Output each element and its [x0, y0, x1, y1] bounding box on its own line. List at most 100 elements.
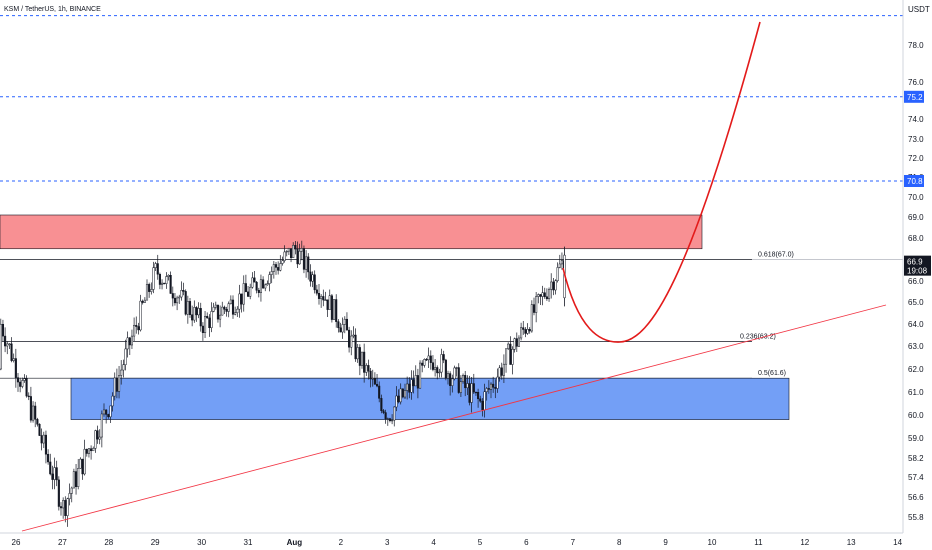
candle[interactable]	[365, 363, 368, 376]
candle[interactable]	[410, 370, 413, 400]
candle[interactable]	[406, 376, 409, 400]
candle[interactable]	[253, 271, 256, 283]
candle[interactable]	[85, 448, 88, 457]
candle[interactable]	[502, 354, 505, 384]
candle[interactable]	[109, 405, 112, 424]
candle[interactable]	[397, 389, 400, 404]
candle[interactable]	[541, 285, 544, 306]
candle[interactable]	[161, 279, 164, 290]
candle[interactable]	[188, 298, 192, 318]
candle[interactable]	[348, 326, 351, 353]
candle[interactable]	[369, 368, 372, 388]
candle[interactable]	[57, 476, 60, 511]
candle[interactable]	[154, 261, 157, 272]
candle[interactable]	[148, 282, 151, 298]
candle[interactable]	[315, 284, 318, 296]
candle[interactable]	[113, 372, 116, 401]
candle[interactable]	[98, 429, 101, 445]
candle[interactable]	[141, 299, 144, 305]
candle[interactable]	[468, 375, 471, 406]
candle[interactable]	[290, 248, 293, 263]
candle[interactable]	[70, 486, 73, 503]
candle[interactable]	[208, 314, 211, 337]
candle[interactable]	[255, 280, 258, 294]
candle[interactable]	[199, 302, 202, 332]
candle[interactable]	[102, 403, 106, 417]
candle[interactable]	[55, 460, 58, 487]
candle[interactable]	[94, 429, 97, 453]
candle[interactable]	[403, 383, 407, 400]
candle[interactable]	[59, 502, 63, 516]
candle[interactable]	[287, 247, 290, 256]
candle[interactable]	[453, 365, 456, 381]
candle[interactable]	[539, 293, 542, 305]
candle[interactable]	[341, 317, 344, 339]
candle[interactable]	[283, 245, 286, 263]
candle[interactable]	[247, 286, 250, 297]
candle[interactable]	[485, 387, 488, 401]
candle[interactable]	[496, 368, 499, 393]
candle[interactable]	[171, 286, 174, 307]
candle[interactable]	[294, 240, 297, 255]
candle[interactable]	[554, 279, 557, 295]
candle[interactable]	[427, 347, 430, 369]
candle[interactable]	[434, 359, 437, 377]
candle[interactable]	[382, 408, 385, 415]
candle[interactable]	[358, 344, 361, 376]
candle[interactable]	[277, 261, 280, 275]
candle[interactable]	[72, 468, 75, 489]
candle[interactable]	[438, 368, 441, 378]
candle[interactable]	[66, 497, 69, 527]
candle[interactable]	[257, 287, 260, 298]
candle[interactable]	[279, 255, 282, 272]
candle[interactable]	[216, 304, 219, 323]
candle[interactable]	[330, 293, 333, 323]
candle[interactable]	[489, 382, 493, 399]
candle[interactable]	[431, 355, 434, 372]
candle[interactable]	[479, 395, 482, 403]
candle[interactable]	[4, 327, 7, 353]
candle[interactable]	[229, 295, 232, 305]
candle[interactable]	[421, 360, 424, 373]
plot-area[interactable]	[0, 0, 903, 533]
candle[interactable]	[498, 365, 501, 382]
candle[interactable]	[367, 359, 370, 380]
candle[interactable]	[156, 254, 159, 280]
candle[interactable]	[371, 369, 374, 387]
candle[interactable]	[305, 250, 308, 278]
candle[interactable]	[464, 370, 467, 397]
candle[interactable]	[96, 425, 99, 444]
candle[interactable]	[552, 277, 555, 296]
candle[interactable]	[317, 284, 321, 305]
candle[interactable]	[167, 274, 170, 281]
candle[interactable]	[535, 292, 538, 323]
candle[interactable]	[14, 348, 17, 388]
candle[interactable]	[87, 447, 91, 458]
candle[interactable]	[137, 322, 140, 335]
candle[interactable]	[68, 483, 71, 506]
candle[interactable]	[309, 264, 312, 287]
candle[interactable]	[6, 341, 9, 355]
candle[interactable]	[227, 301, 230, 318]
candle[interactable]	[513, 337, 516, 353]
candle[interactable]	[234, 306, 237, 316]
candle[interactable]	[356, 343, 359, 363]
candle[interactable]	[302, 245, 305, 274]
candle[interactable]	[120, 360, 123, 385]
candle[interactable]	[335, 294, 338, 328]
candle[interactable]	[350, 330, 353, 356]
candle[interactable]	[285, 250, 288, 257]
candle[interactable]	[122, 359, 125, 378]
candle[interactable]	[21, 377, 24, 389]
candle[interactable]	[105, 409, 108, 424]
candle[interactable]	[193, 300, 196, 323]
candle[interactable]	[62, 497, 65, 519]
trend-line[interactable]	[21, 304, 887, 532]
candle[interactable]	[150, 282, 153, 295]
candle[interactable]	[300, 240, 303, 261]
candle[interactable]	[393, 406, 396, 427]
candle[interactable]	[124, 339, 127, 371]
candle[interactable]	[19, 377, 22, 393]
candle[interactable]	[339, 322, 342, 333]
